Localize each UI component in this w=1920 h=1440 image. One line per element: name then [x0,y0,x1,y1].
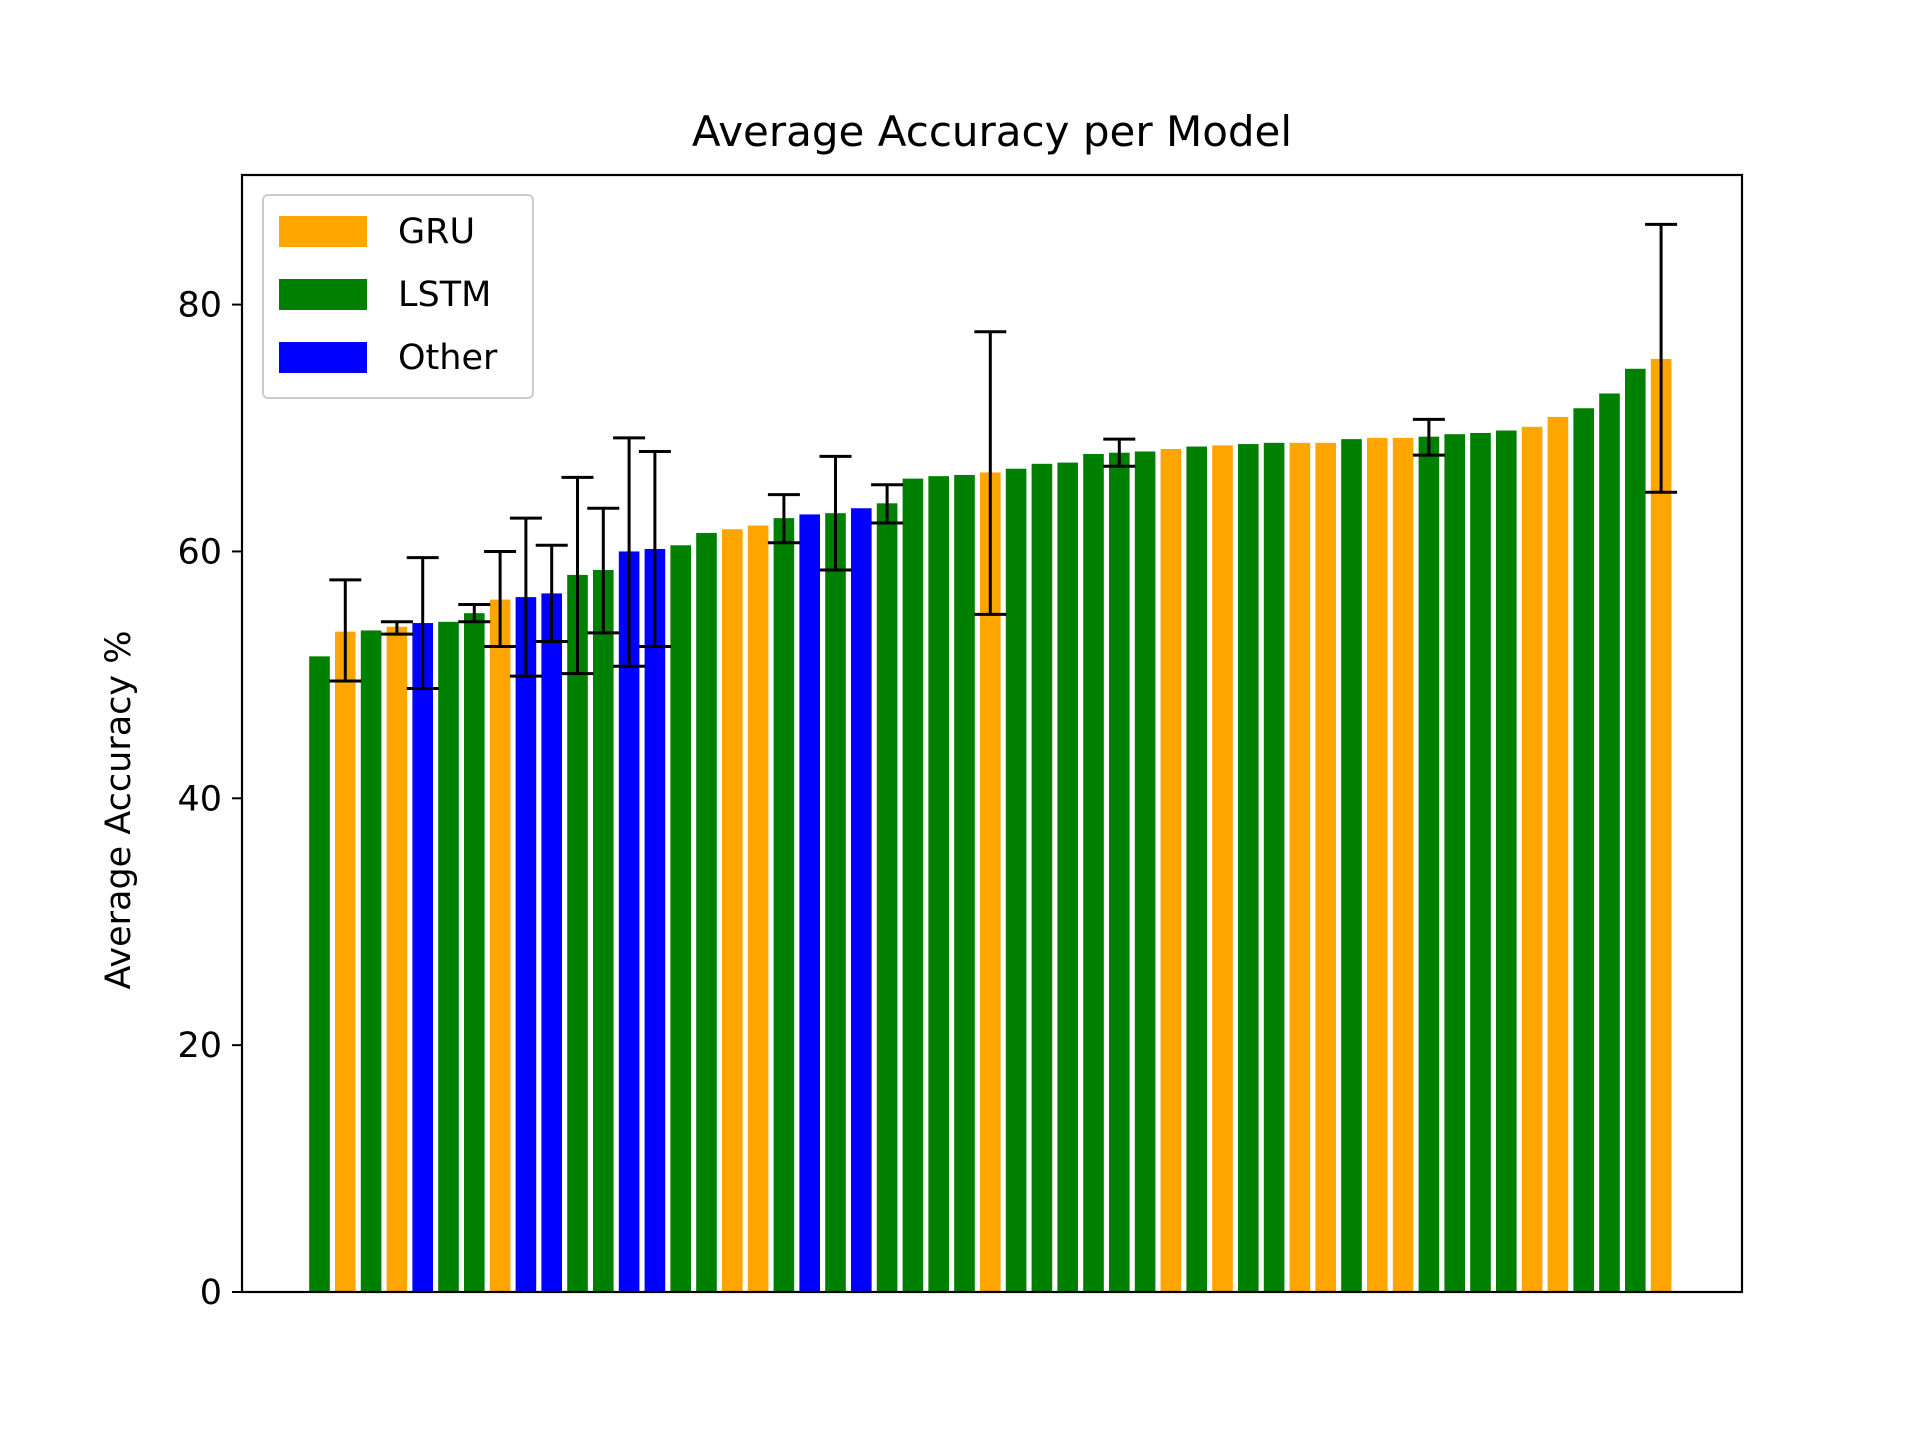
y-tick-label: 0 [200,1273,222,1313]
bar-lstm [1005,468,1027,1292]
error-bar [871,483,904,525]
plot-frame [240,173,1744,1294]
error-bar [535,543,568,644]
y-tick-label: 20 [177,1026,222,1066]
bar-lstm [954,474,975,1292]
bar-lstm [902,478,924,1292]
bar-lstm [1625,368,1646,1292]
bar-other [618,551,640,1292]
bar-gru [1315,442,1336,1293]
bar-lstm [928,476,949,1292]
chart-title: Average Accuracy per Model [692,107,1292,156]
error-bar [380,620,413,636]
error-bar [1645,222,1678,494]
legend-swatch-other [279,342,367,373]
bar-lstm [1599,393,1620,1293]
bar-lstm [1083,453,1104,1292]
error-bar [613,436,646,668]
error-bar [1103,437,1136,468]
bar-lstm [593,569,614,1292]
bar-lstm [464,613,485,1292]
bar-gru [1547,416,1569,1292]
bar-lstm [1470,432,1491,1293]
bar-lstm [1496,430,1517,1292]
y-axis-label: Average Accuracy % [99,630,139,989]
bar-lstm [1418,436,1440,1292]
bar-lstm [1031,463,1053,1292]
bar-lstm [438,621,459,1292]
bar-other [515,597,537,1292]
error-bar [329,578,362,683]
bar-gru [747,525,769,1292]
bars-layer [309,358,1672,1293]
y-tick-label: 80 [177,286,222,326]
bar-lstm [1134,451,1156,1293]
bar-gru [386,626,408,1292]
bar-gru [1521,426,1543,1292]
bar-lstm [773,518,795,1292]
bar-gru [1392,437,1414,1292]
error-bar [1412,417,1445,457]
bar-lstm [1186,446,1207,1292]
error-bar [509,516,542,678]
bar-lstm [1057,462,1078,1293]
legend: GRU LSTM Other [262,194,534,399]
error-bar [819,454,852,572]
error-bar [974,330,1007,616]
bar-other [851,508,872,1292]
y-tick-label: 40 [177,779,222,819]
bar-lstm [696,532,717,1292]
bar-gru [1650,358,1672,1292]
error-bar [561,475,594,676]
bar-lstm [1573,408,1594,1292]
bar-lstm [876,503,898,1292]
bar-gru [722,529,743,1292]
bar-lstm [360,630,382,1292]
bar-lstm [1263,442,1285,1293]
bar-other [412,623,433,1292]
legend-label-lstm: LSTM [398,275,491,315]
bar-gru [980,472,1001,1293]
error-bar [484,549,517,648]
error-bar [767,493,800,545]
bar-lstm [1341,439,1362,1292]
error-bar [638,449,671,648]
bar-gru [1160,449,1182,1292]
bar-other [644,548,666,1292]
legend-swatch-gru [279,216,367,247]
bar-gru [1289,442,1311,1293]
bar-lstm [1238,444,1259,1292]
error-bars-layer [329,222,1678,690]
bar-gru [1367,437,1388,1292]
bar-gru [1212,445,1233,1292]
bar-lstm [567,574,588,1292]
error-bar [406,556,439,690]
legend-swatch-lstm [279,279,367,310]
y-axis-ticks: 0 20 40 60 80 [177,286,242,1313]
bar-lstm [825,513,846,1292]
error-bar [458,603,491,624]
legend-label-gru: GRU [398,212,475,252]
bar-other [541,593,562,1292]
bar-gru [335,631,356,1292]
bar-other [799,514,820,1292]
bar-lstm [309,656,330,1292]
y-tick-label: 60 [177,532,222,572]
bar-lstm [670,545,691,1292]
error-bar [587,506,620,635]
bar-gru [489,599,511,1292]
legend-label-other: Other [398,338,498,378]
bar-lstm [1109,452,1130,1293]
bar-lstm [1444,434,1465,1292]
